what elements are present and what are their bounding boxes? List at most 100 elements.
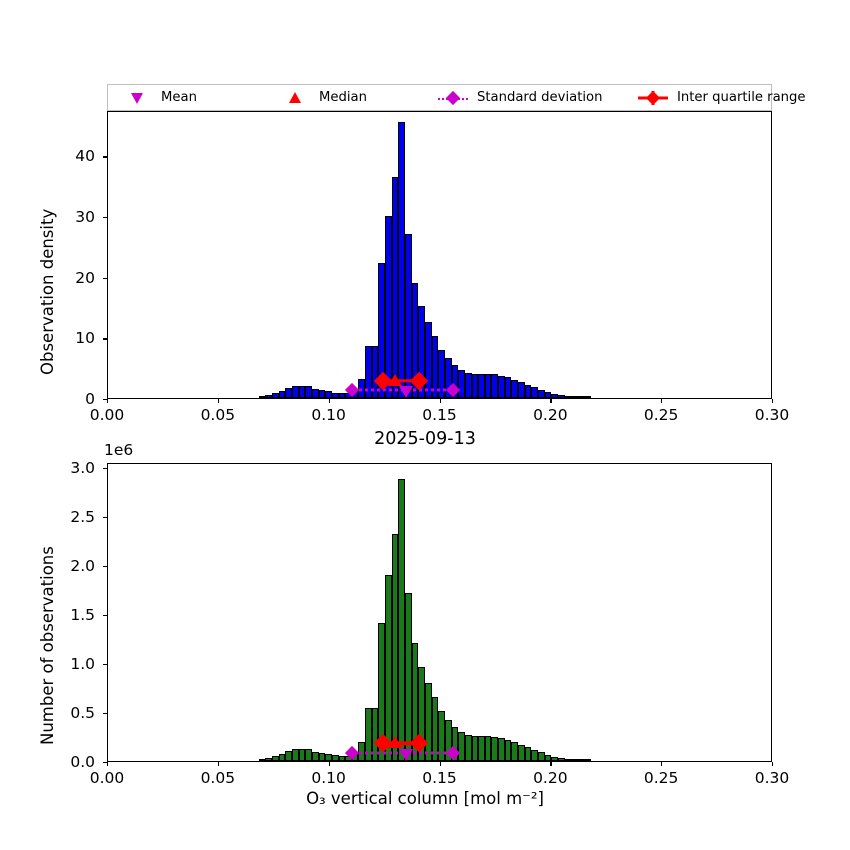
y-tick-label: 0.5: [70, 703, 95, 722]
histogram-bar: [471, 736, 479, 761]
histogram-bar: [285, 388, 292, 398]
histogram-bar: [358, 379, 366, 398]
legend-entry: Standard deviation: [438, 85, 602, 110]
histogram-bar: [557, 395, 565, 398]
histogram-bar: [305, 386, 312, 398]
histogram-bar: [484, 373, 492, 398]
inter-quartile-range-cap: [417, 373, 422, 389]
histogram-bar: [338, 756, 346, 761]
histogram-bar: [531, 387, 539, 398]
histogram-bar: [318, 752, 326, 761]
legend-marker-triangle-up-icon: [280, 90, 310, 106]
histogram-bar: [272, 393, 279, 398]
y-tick-label: 0: [85, 390, 95, 408]
y-tick-label: 1.0: [70, 654, 95, 673]
histogram-bar: [577, 759, 585, 761]
legend-marker-diamond-icon: [438, 90, 468, 106]
mean-marker: [399, 749, 414, 761]
histogram-bar: [331, 755, 339, 761]
legend-triangle-down-icon: [131, 92, 143, 104]
histogram-bar: [398, 122, 406, 398]
histogram-bar: [371, 707, 379, 761]
y-tick: [103, 467, 107, 470]
histogram-bar: [411, 282, 419, 398]
x-tick-label: 0.00: [89, 406, 125, 424]
histogram-bar: [325, 754, 332, 761]
histogram-bar: [538, 752, 545, 761]
histogram-bar: [378, 622, 386, 761]
x-tick: [328, 762, 330, 766]
inter-quartile-range-cap: [381, 735, 385, 751]
legend-marker-diamond-icon: [638, 90, 668, 106]
median-marker: [388, 373, 403, 386]
histogram-bar: [431, 697, 439, 761]
legend: Mean Median Standard deviation Inter quarti…: [107, 84, 806, 111]
y-tick: [103, 712, 107, 715]
histogram-bar: [265, 757, 273, 761]
median-marker: [388, 736, 403, 749]
histogram-bar: [358, 741, 366, 761]
legend-label: Mean: [161, 90, 197, 105]
histogram-bar: [458, 369, 465, 398]
observation-density-plot-area: [108, 112, 771, 398]
x-tick-label: 0.25: [643, 406, 679, 424]
histogram-bar: [385, 216, 392, 398]
legend-diamond-icon: [445, 90, 461, 105]
x-tick: [439, 762, 441, 766]
histogram-bar: [431, 335, 439, 398]
histogram-bar: [258, 395, 266, 398]
histogram-bar: [391, 176, 399, 398]
y-tick: [103, 762, 107, 764]
x-tick: [217, 762, 220, 766]
x-tick-label: 0.30: [754, 406, 790, 424]
x-tick-label: 0.15: [422, 769, 457, 787]
y-axis-offset-text: 1e6: [104, 441, 134, 459]
histogram-bar: [398, 478, 406, 761]
histogram-bar: [544, 754, 552, 761]
x-tick: [328, 399, 330, 403]
histogram-bar: [385, 574, 392, 761]
histogram-bar: [298, 748, 306, 761]
histogram-bar: [471, 373, 479, 398]
x-tick-label: 0.20: [533, 769, 568, 787]
histogram-bar: [331, 392, 339, 398]
histogram-bar: [424, 321, 432, 398]
y-tick: [103, 217, 107, 219]
mean-marker: [399, 386, 414, 398]
y-tick-label: 30: [75, 208, 95, 227]
y-tick-label: 20: [75, 268, 95, 287]
histogram-bar: [338, 393, 346, 398]
histogram-bar: [511, 742, 519, 761]
y-tick-label: 2.0: [70, 556, 95, 575]
histogram-bar: [564, 396, 572, 398]
histogram-bar: [418, 666, 425, 761]
y-tick: [103, 565, 107, 568]
legend-label: Standard deviation: [477, 90, 603, 105]
x-tick: [772, 399, 774, 403]
x-tick: [107, 762, 109, 766]
histogram-bar: [411, 643, 419, 761]
number-of-observations-y-axis-label: Number of observations: [38, 546, 57, 745]
histogram-bar: [278, 754, 286, 761]
histogram-bar: [564, 759, 572, 761]
x-tick-label: 0.00: [89, 769, 125, 787]
x-tick-label: 0.05: [200, 406, 236, 424]
legend-entry: Median: [280, 85, 367, 110]
histogram-bar: [571, 759, 578, 761]
histogram-bar: [551, 756, 558, 761]
x-tick: [107, 399, 109, 403]
x-tick: [550, 762, 552, 766]
histogram-bar: [265, 394, 273, 398]
observation-density-axes: [107, 111, 772, 399]
histogram-bar: [418, 305, 425, 398]
histogram-bar: [405, 234, 412, 398]
x-axis-label: O₃ vertical column [mol m⁻²]: [306, 789, 544, 808]
legend-triangle-up-icon: [289, 91, 301, 103]
histogram-bar: [318, 390, 326, 398]
histogram-bar: [424, 682, 432, 761]
histogram-bar: [444, 357, 452, 398]
x-tick-label: 0.05: [200, 769, 236, 787]
histogram-bar: [325, 391, 332, 398]
legend-marker-triangle-down-icon: [122, 90, 152, 106]
